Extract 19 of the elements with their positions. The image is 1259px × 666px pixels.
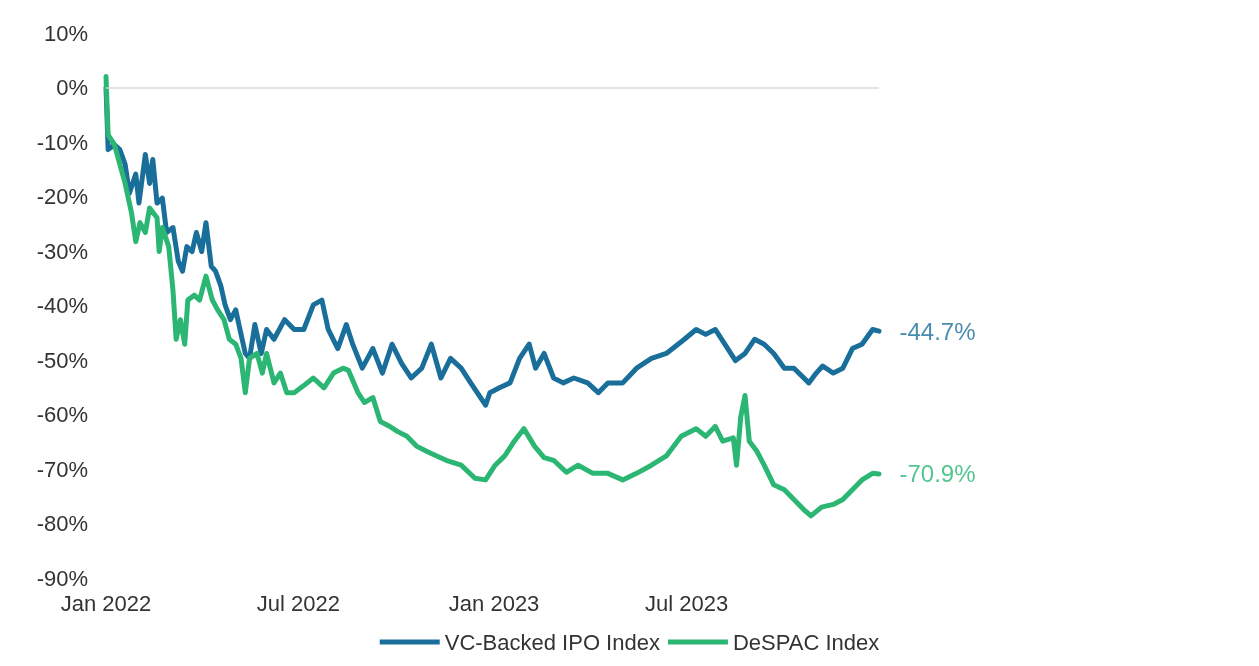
legend-label: VC-Backed IPO Index (444, 629, 660, 655)
y-tick-label: -70% (36, 456, 88, 482)
legend-label: DeSPAC Index (732, 629, 880, 655)
y-tick-label: -60% (36, 402, 88, 427)
y-tick-label: -40% (36, 293, 88, 318)
annotation: -70.9% (899, 460, 976, 488)
x-tick-label: Jul 2022 (256, 590, 341, 616)
y-tick-label: -80% (36, 511, 88, 536)
y-tick-label: 0% (56, 75, 88, 100)
y-tick-label: -50% (36, 347, 88, 373)
annotation: -44.7% (899, 317, 976, 345)
x-tick-label: Jan 2022 (60, 590, 152, 616)
x-tick-label: Jan 2023 (448, 590, 540, 616)
y-tick-label: -30% (36, 238, 88, 264)
y-tick-label: 10% (43, 20, 88, 46)
x-tick-label: Jul 2023 (644, 590, 729, 616)
y-tick-label: -10% (36, 129, 88, 155)
y-tick-label: -90% (36, 565, 88, 591)
y-tick-label: -20% (36, 184, 88, 209)
